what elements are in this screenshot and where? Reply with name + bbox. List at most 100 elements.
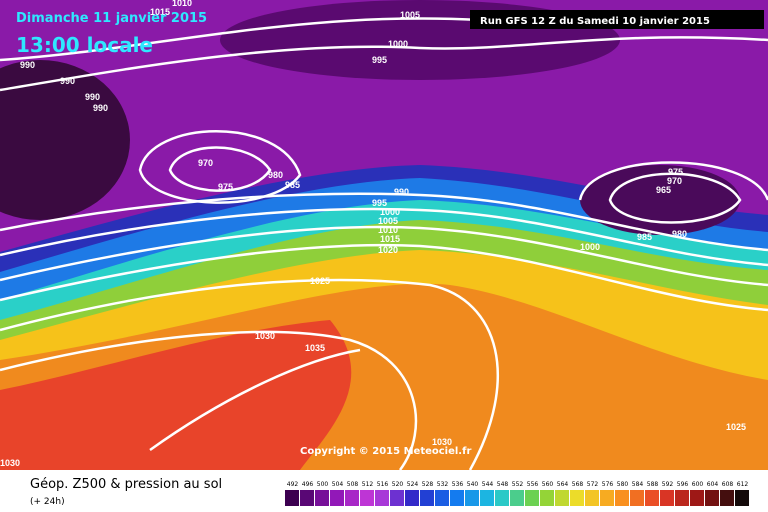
isobar-label: 1025 <box>310 276 330 286</box>
scale-swatch <box>570 490 584 506</box>
scale-label: 576 <box>602 481 614 488</box>
scale-label: 584 <box>632 481 644 488</box>
scale-swatch <box>435 490 449 506</box>
scale-label: 612 <box>737 481 749 488</box>
scale-label: 528 <box>422 481 434 488</box>
scale-label: 600 <box>692 481 704 488</box>
isobar-label: 1030 <box>255 331 275 341</box>
isobar-label: 1010 <box>378 225 398 235</box>
scale-label: 552 <box>512 481 524 488</box>
isobar-label: 1010 <box>172 0 192 8</box>
scale-label: 504 <box>332 481 344 488</box>
scale-swatch <box>330 490 344 506</box>
isobar-label: 965 <box>656 185 671 195</box>
scale-swatch <box>540 490 554 506</box>
isobar-label: 990 <box>394 187 409 197</box>
scale-swatch <box>705 490 719 506</box>
isobar-label: 970 <box>198 158 213 168</box>
scale-label: 508 <box>347 481 359 488</box>
scale-label: 568 <box>572 481 584 488</box>
scale-swatch <box>390 490 404 506</box>
isobar-label: 990 <box>20 60 35 70</box>
isobars <box>0 17 768 471</box>
footer-title: Géop. Z500 & pression au sol <box>30 477 222 492</box>
isobar-label: 1000 <box>380 207 400 217</box>
isobar-label: 990 <box>93 103 108 113</box>
scale-swatch <box>315 490 329 506</box>
scale-swatch <box>420 490 434 506</box>
scale-label: 592 <box>662 481 674 488</box>
isobar-label: 990 <box>60 76 75 86</box>
scale-swatch <box>645 490 659 506</box>
scale-swatch <box>600 490 614 506</box>
scale-swatch <box>495 490 509 506</box>
scale-label: 500 <box>317 481 329 488</box>
isobar-label: 975 <box>668 167 683 177</box>
scale-swatch <box>735 490 749 506</box>
scale-label: 588 <box>647 481 659 488</box>
scale-swatch <box>675 490 689 506</box>
scale-label: 536 <box>452 481 464 488</box>
scale-swatch <box>285 490 299 506</box>
scale-swatch <box>345 490 359 506</box>
isobar-label: 985 <box>285 180 300 190</box>
isobar-label: 1000 <box>580 242 600 252</box>
scale-label: 540 <box>467 481 479 488</box>
isobar-label: 970 <box>667 176 682 186</box>
isobar-label: 1005 <box>400 10 420 20</box>
low-west <box>0 60 130 220</box>
scale-swatch <box>615 490 629 506</box>
scale-label: 548 <box>497 481 509 488</box>
low-east <box>580 165 740 235</box>
scale-swatch <box>660 490 674 506</box>
isobar-label: 990 <box>85 92 100 102</box>
scale-swatch <box>585 490 599 506</box>
scale-label: 564 <box>557 481 569 488</box>
scale-swatch <box>525 490 539 506</box>
isobar-label: 995 <box>372 198 387 208</box>
scale-label: 596 <box>677 481 689 488</box>
run-box <box>470 10 764 29</box>
scale-swatch <box>300 490 314 506</box>
scale-swatch <box>450 490 464 506</box>
time: 13:00 locale <box>16 33 153 57</box>
scale-swatch <box>690 490 704 506</box>
isobar-label: 980 <box>268 170 283 180</box>
scale-label: 520 <box>392 481 404 488</box>
isobar-label: 1015 <box>380 234 400 244</box>
scale-swatch <box>720 490 734 506</box>
isobar-label: 1020 <box>378 245 398 255</box>
isobar-label: 1030 <box>0 458 20 468</box>
scale-swatch <box>630 490 644 506</box>
scale-swatch <box>480 490 494 506</box>
scale-swatch <box>555 490 569 506</box>
color-scale: 492 496 500 504 508 512 516 520 524 528 532 536 540 5… <box>285 481 749 506</box>
scale-label: 496 <box>302 481 314 488</box>
scale-label: 516 <box>377 481 389 488</box>
scale-label: 560 <box>542 481 554 488</box>
isobar-label: 1005 <box>378 216 398 226</box>
isobar-label: 1035 <box>305 343 325 353</box>
scale-swatch <box>375 490 389 506</box>
scale-label: 608 <box>722 481 734 488</box>
scale-label: 512 <box>362 481 374 488</box>
isobar-label: 1030 <box>432 437 452 447</box>
scale-label: 492 <box>287 481 299 488</box>
date: Dimanche 11 janvier 2015 <box>16 11 207 26</box>
isobar-label: 975 <box>218 182 233 192</box>
red-field <box>0 320 352 470</box>
run: Run GFS 12 Z du Samedi 10 janvier 2015 <box>480 16 710 27</box>
isobar-label: 985 <box>637 232 652 242</box>
isobar-label: 995 <box>372 55 387 65</box>
isobar-label: 1000 <box>388 39 408 49</box>
scale-label: 556 <box>527 481 539 488</box>
scale-swatch <box>405 490 419 506</box>
isobar-label: 1015 <box>150 7 170 17</box>
footer-subtitle: (+ 24h) <box>30 497 65 507</box>
scale-label: 604 <box>707 481 719 488</box>
scale-swatch <box>465 490 479 506</box>
scale-label: 572 <box>587 481 599 488</box>
